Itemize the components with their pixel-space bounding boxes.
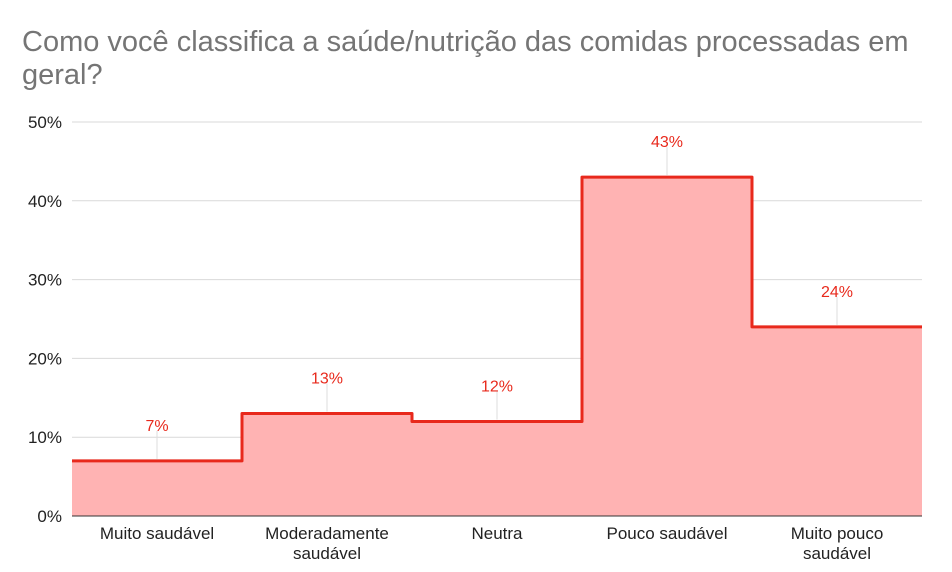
data-label: 24%	[821, 284, 853, 301]
x-category-label: Muito pouco saudável	[791, 524, 884, 563]
y-tick-label: 40%	[28, 192, 62, 211]
x-category-label: Moderadamente saudável	[265, 524, 389, 563]
data-label: 43%	[651, 134, 683, 151]
y-tick-label: 0%	[37, 507, 62, 526]
x-category-label: Pouco saudável	[607, 524, 728, 543]
data-label: 12%	[481, 378, 513, 395]
data-label: 13%	[311, 371, 343, 388]
series-line	[72, 175, 922, 463]
y-tick-label: 20%	[28, 349, 62, 368]
x-category-label: Muito saudável	[100, 524, 214, 543]
chart-title: Como você classifica a saúde/nutrição da…	[22, 26, 909, 91]
data-label: 7%	[145, 418, 168, 435]
y-tick-label: 30%	[28, 271, 62, 290]
area-fill	[72, 177, 922, 516]
x-category-label: Neutra	[471, 524, 523, 543]
y-tick-label: 10%	[28, 428, 62, 447]
y-tick-label: 50%	[28, 113, 62, 132]
